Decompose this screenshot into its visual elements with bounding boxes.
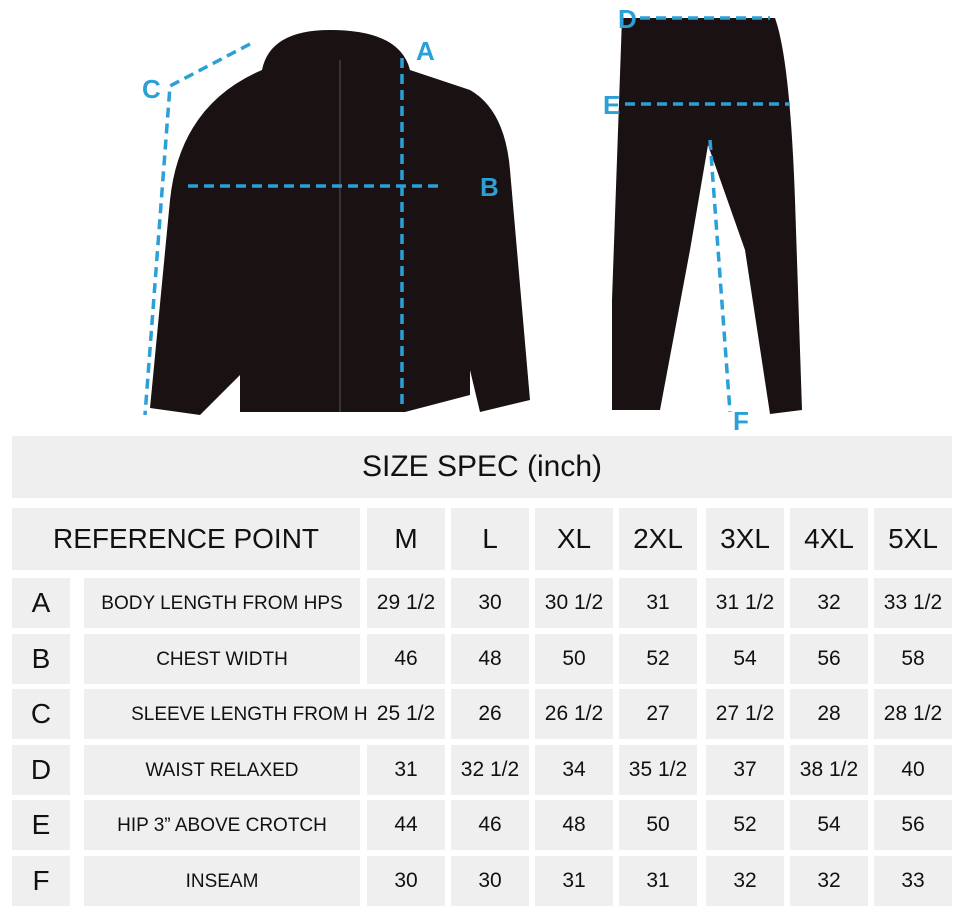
table-cell: 25 1/2 (367, 689, 445, 739)
table-cell: 31 1/2 (706, 578, 784, 628)
table-cell: 56 (790, 634, 868, 684)
table-cell: 38 1/2 (790, 745, 868, 795)
jogger-pants (612, 18, 802, 414)
marker-f: F (733, 406, 749, 436)
table-cell: 26 1/2 (535, 689, 613, 739)
table-cell: 30 1/2 (535, 578, 613, 628)
garment-illustration (143, 16, 802, 416)
row-label: HIP 3” ABOVE CROTCH (84, 800, 360, 850)
table-cell: 30 (451, 578, 529, 628)
table-cell: 34 (535, 745, 613, 795)
row-label: WAIST RELAXED (84, 745, 360, 795)
row-letter: E (12, 800, 70, 850)
table-cell: 54 (706, 634, 784, 684)
table-cell: 32 (706, 856, 784, 906)
table-cell: 27 1/2 (706, 689, 784, 739)
table-cell: 46 (451, 800, 529, 850)
measure-line-f (708, 139, 732, 413)
row-letter: A (12, 578, 70, 628)
table-cell: 32 (790, 578, 868, 628)
table-cell: 44 (367, 800, 445, 850)
size-header: M (367, 508, 445, 570)
table-cell: 50 (619, 800, 697, 850)
marker-e: E (603, 90, 621, 120)
size-header: 5XL (874, 508, 952, 570)
table-cell: 54 (790, 800, 868, 850)
table-cell: 32 1/2 (451, 745, 529, 795)
row-letter: C (12, 689, 70, 739)
table-cell: 58 (874, 634, 952, 684)
table-cell: 48 (451, 634, 529, 684)
row-label: CHEST WIDTH (84, 634, 360, 684)
table-cell: 28 (790, 689, 868, 739)
size-header: 3XL (706, 508, 784, 570)
table-cell: 37 (706, 745, 784, 795)
table-cell: 26 (451, 689, 529, 739)
table-cell: 31 (619, 578, 697, 628)
table-cell: 27 (619, 689, 697, 739)
measure-line-c (143, 42, 251, 416)
row-letter: B (12, 634, 70, 684)
size-header: 2XL (619, 508, 697, 570)
table-cell: 56 (874, 800, 952, 850)
table-cell: 29 1/2 (367, 578, 445, 628)
table-cell: 33 1/2 (874, 578, 952, 628)
table-cell: 31 (535, 856, 613, 906)
row-letter: F (12, 856, 70, 906)
table-cell: 35 1/2 (619, 745, 697, 795)
size-header: L (451, 508, 529, 570)
size-header: 4XL (790, 508, 868, 570)
table-cell: 52 (706, 800, 784, 850)
table-cell: 28 1/2 (874, 689, 952, 739)
marker-c: C (142, 74, 161, 104)
table-cell: 31 (367, 745, 445, 795)
marker-a: A (416, 36, 435, 66)
table-cell: 50 (535, 634, 613, 684)
row-letter: D (12, 745, 70, 795)
size-header: XL (535, 508, 613, 570)
table-cell: 32 (790, 856, 868, 906)
table-cell: 52 (619, 634, 697, 684)
marker-b: B (480, 172, 499, 202)
table-cell: 31 (619, 856, 697, 906)
measurement-lines (143, 16, 790, 416)
table-cell: 48 (535, 800, 613, 850)
marker-d: D (618, 4, 637, 34)
table-cell: 40 (874, 745, 952, 795)
table-cell: 46 (367, 634, 445, 684)
table-cell: 33 (874, 856, 952, 906)
table-cell: 30 (451, 856, 529, 906)
row-label: BODY LENGTH FROM HPS (84, 578, 360, 628)
row-label: INSEAM (84, 856, 360, 906)
table-cell: 30 (367, 856, 445, 906)
table-title: SIZE SPEC (inch) (12, 436, 952, 498)
reference-point-header: REFERENCE POINT (12, 508, 360, 570)
